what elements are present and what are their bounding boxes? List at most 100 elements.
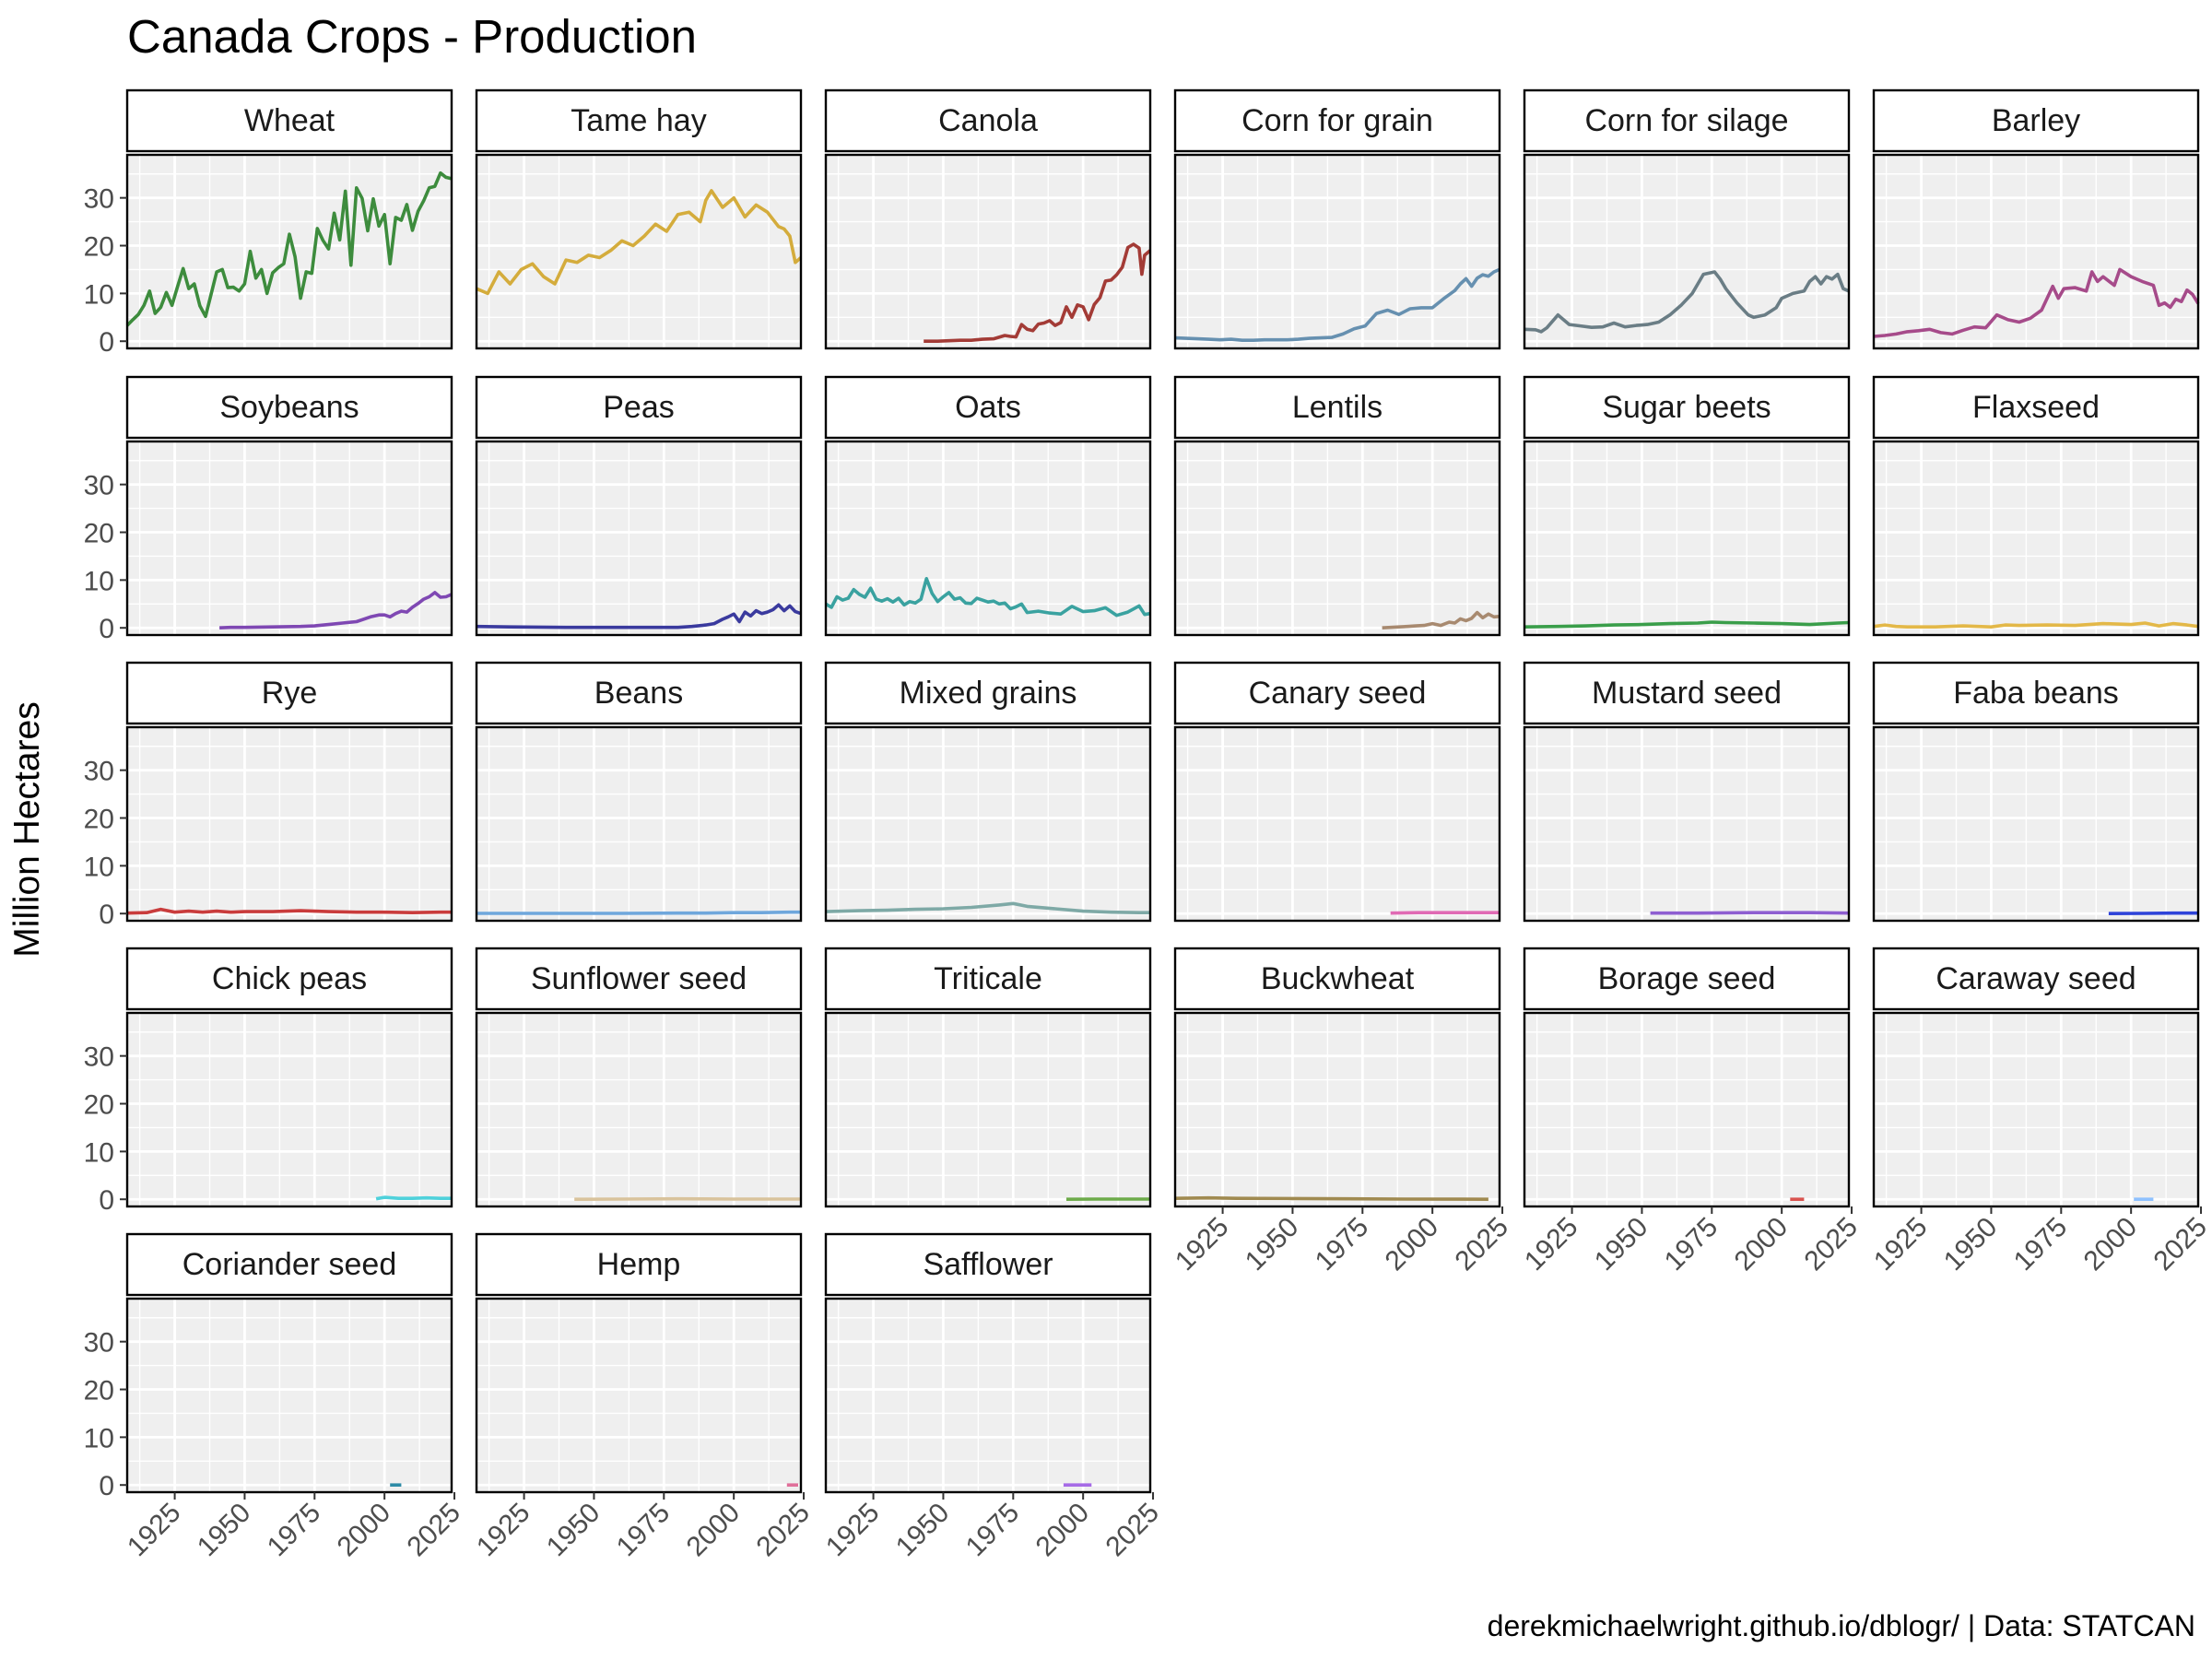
facet-strip xyxy=(125,375,453,440)
panel-border xyxy=(125,440,453,637)
series-line xyxy=(1174,267,1500,342)
series-line xyxy=(1524,620,1850,629)
series-line xyxy=(126,907,452,915)
facet-label: Sugar beets xyxy=(1602,390,1771,425)
y-tick-label: 0 xyxy=(99,614,114,644)
plot-background xyxy=(127,1299,452,1492)
facet-panel: Canola xyxy=(824,88,1152,350)
panel-border xyxy=(1872,153,2200,350)
facet-strip xyxy=(1523,375,1851,440)
panel-border xyxy=(125,725,453,923)
facet-strip xyxy=(125,947,453,1011)
facet-strip xyxy=(1173,375,1501,440)
plot-background xyxy=(1874,1013,2198,1206)
series-line xyxy=(1174,1195,1488,1201)
facet-label: Safflower xyxy=(923,1247,1053,1282)
facet-label: Beans xyxy=(594,676,683,711)
facet-panel: Beans xyxy=(475,661,803,923)
plot-background xyxy=(477,1299,801,1492)
y-tick-label: 20 xyxy=(84,1376,114,1406)
series-line xyxy=(1650,911,1850,915)
plot-background xyxy=(826,155,1150,348)
series-line xyxy=(825,901,1150,914)
series-line xyxy=(2108,911,2198,915)
panel-border xyxy=(125,1011,453,1208)
y-tick-label: 0 xyxy=(99,1471,114,1501)
series-line xyxy=(375,1195,452,1201)
panel-border xyxy=(1173,153,1501,350)
facet-strip xyxy=(824,88,1152,153)
panel-border xyxy=(1523,1011,1851,1208)
facet-panel: Corn for silage xyxy=(1523,88,1851,350)
facet-panel: Oats xyxy=(824,375,1152,637)
facet-panel: Triticale xyxy=(824,947,1152,1208)
panel-border xyxy=(1872,725,2200,923)
chart-title: Canada Crops - Production xyxy=(127,10,697,63)
plot-background xyxy=(826,1299,1150,1492)
plot-background xyxy=(127,1013,452,1206)
facet-panel: Wheat 0 10 20 30 xyxy=(84,88,453,358)
facet-strip xyxy=(475,88,803,153)
series-line xyxy=(125,171,453,327)
facet-strip xyxy=(125,661,453,725)
panel-border xyxy=(475,725,803,923)
facet-label: Buckwheat xyxy=(1261,961,1415,996)
series-line xyxy=(476,603,802,629)
panel-border xyxy=(475,1011,803,1208)
facet-strip xyxy=(1173,661,1501,725)
plot-background xyxy=(477,155,801,348)
plot-background xyxy=(1524,1013,1849,1206)
panel-border xyxy=(1173,725,1501,923)
series-line xyxy=(477,910,801,915)
panel-border xyxy=(1523,153,1851,350)
facet-panel: Sunflower seed xyxy=(475,947,803,1208)
facet-strip xyxy=(475,947,803,1011)
facet-strip xyxy=(1523,661,1851,725)
facet-label: Oats xyxy=(955,390,1021,425)
series-line xyxy=(574,1196,801,1201)
panel-border xyxy=(1872,1011,2200,1208)
facet-label: Canola xyxy=(938,103,1038,138)
facet-label: Rye xyxy=(262,676,317,711)
y-tick-label: 30 xyxy=(84,757,114,787)
panel-border xyxy=(475,440,803,637)
facet-strip xyxy=(824,375,1152,440)
facet-label: Faba beans xyxy=(1953,676,2119,711)
facet-strip xyxy=(1872,88,2200,153)
facet-panel: Canary seed xyxy=(1173,661,1501,923)
plot-background xyxy=(1524,727,1849,921)
facet-label: Mustard seed xyxy=(1592,676,1782,711)
facet-panel: Soybeans 0 10 20 30 xyxy=(84,375,453,644)
y-tick-label: 30 xyxy=(84,1328,114,1359)
plot-background xyxy=(477,727,801,921)
plot-background xyxy=(127,441,452,635)
facet-strip xyxy=(1173,88,1501,153)
plot-background xyxy=(477,441,801,635)
facet-label: Peas xyxy=(603,390,675,425)
panel-border xyxy=(475,153,803,350)
plot-background xyxy=(1874,727,2198,921)
y-tick-label: 0 xyxy=(99,1185,114,1216)
facet-strip xyxy=(125,1232,453,1297)
facet-panel: Faba beans xyxy=(1872,661,2200,923)
facet-label: Hemp xyxy=(597,1247,681,1282)
y-tick-label: 30 xyxy=(84,184,114,215)
panel-border xyxy=(1173,440,1501,637)
facet-panel: Tame hay xyxy=(475,88,803,350)
facet-label: Canary seed xyxy=(1249,676,1427,711)
facet-label: Coriander seed xyxy=(182,1247,396,1282)
series-line xyxy=(924,242,1152,343)
facet-panel: Chick peas 0 10 20 30 xyxy=(84,947,453,1216)
facet-label: Mixed grains xyxy=(900,676,1077,711)
plot-background xyxy=(1175,1013,1500,1206)
panel-border xyxy=(1872,440,2200,637)
facet-strip xyxy=(1872,947,2200,1011)
panel-border xyxy=(125,153,453,350)
y-tick-label: 10 xyxy=(84,566,114,596)
facet-panel: Corn for grain xyxy=(1173,88,1501,350)
chart-caption: derekmichaelwright.github.io/dblogr/ | D… xyxy=(1488,1609,2195,1642)
facet-panel: Flaxseed xyxy=(1872,375,2200,637)
y-tick-label: 10 xyxy=(84,852,114,882)
